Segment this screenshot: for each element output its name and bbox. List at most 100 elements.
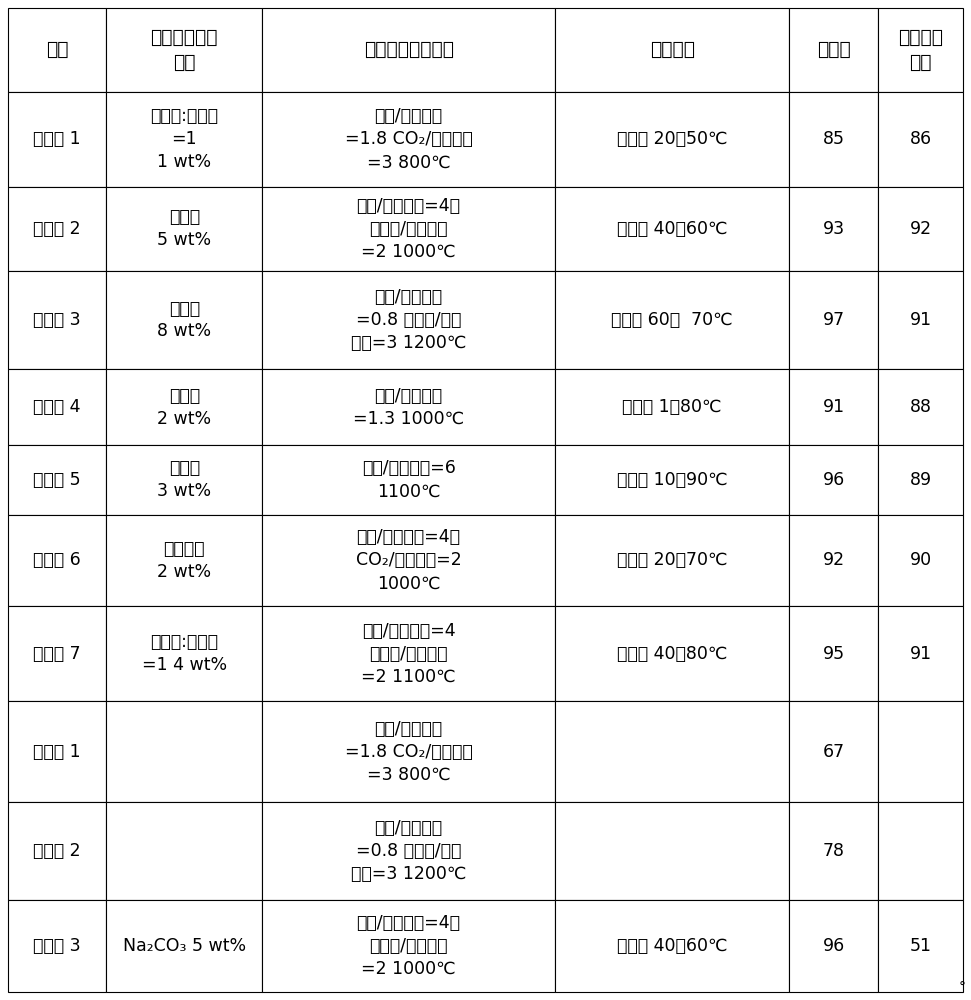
Bar (262, 92, 555, 187)
Text: 铝酸钾
8 wt%: 铝酸钾 8 wt% (157, 300, 212, 340)
Bar (8, 606, 107, 701)
Text: 67: 67 (822, 743, 845, 761)
Text: 实施例 6: 实施例 6 (33, 551, 81, 569)
Text: 93: 93 (822, 220, 845, 238)
Bar (8, 92, 107, 187)
Bar (878, 515, 963, 606)
Bar (878, 271, 963, 369)
Bar (878, 187, 963, 271)
Bar (555, 701, 789, 802)
Text: 氧气/城市垃圾
=0.8 水蒸汽/城市
垃圾=3 1200℃: 氧气/城市垃圾 =0.8 水蒸汽/城市 垃圾=3 1200℃ (351, 819, 466, 883)
Text: 对比例 3: 对比例 3 (33, 937, 81, 955)
Bar (262, 802, 555, 900)
Text: 浸取条件: 浸取条件 (650, 40, 694, 59)
Bar (789, 369, 878, 445)
Bar (789, 900, 878, 992)
Text: °: ° (959, 981, 966, 995)
Bar (789, 445, 878, 515)
Bar (789, 8, 878, 92)
Bar (555, 802, 789, 900)
Bar (107, 445, 262, 515)
Text: 液固比 1，80℃: 液固比 1，80℃ (622, 398, 722, 416)
Bar (8, 187, 107, 271)
Bar (789, 515, 878, 606)
Bar (878, 701, 963, 802)
Bar (107, 802, 262, 900)
Bar (878, 606, 963, 701)
Text: 液固比 40，60℃: 液固比 40，60℃ (617, 937, 727, 955)
Bar (262, 900, 555, 992)
Text: 硅酸钾
2 wt%: 硅酸钾 2 wt% (157, 387, 212, 428)
Text: 类别: 类别 (46, 40, 68, 59)
Bar (8, 8, 107, 92)
Text: 转化率: 转化率 (817, 40, 851, 59)
Bar (8, 515, 107, 606)
Bar (789, 271, 878, 369)
Text: 91: 91 (910, 645, 931, 663)
Text: 空气/城市垃圾=6
1100℃: 空气/城市垃圾=6 1100℃ (361, 459, 455, 500)
Text: 硅酸钠:硅酸钾
=1 4 wt%: 硅酸钠:硅酸钾 =1 4 wt% (142, 633, 227, 674)
Text: 铝酸钠
5 wt%: 铝酸钠 5 wt% (157, 208, 212, 249)
Bar (107, 187, 262, 271)
Text: 氧气/城市垃圾
=0.8 水蒸汽/城市
垃圾=3 1200℃: 氧气/城市垃圾 =0.8 水蒸汽/城市 垃圾=3 1200℃ (351, 288, 466, 352)
Text: 96: 96 (822, 471, 845, 489)
Bar (555, 8, 789, 92)
Bar (789, 802, 878, 900)
Bar (8, 701, 107, 802)
Text: 86: 86 (910, 130, 931, 148)
Text: 液固比 10，90℃: 液固比 10，90℃ (617, 471, 727, 489)
Text: 气化剂用量与温度: 气化剂用量与温度 (363, 40, 453, 59)
Text: 实施例 7: 实施例 7 (33, 645, 81, 663)
Bar (878, 92, 963, 187)
Text: 空气/城市垃圾=4，
水蒸汽/城市垃圾
=2 1000℃: 空气/城市垃圾=4， 水蒸汽/城市垃圾 =2 1000℃ (356, 197, 460, 261)
Text: 催化剂回
收率: 催化剂回 收率 (898, 28, 943, 72)
Bar (8, 445, 107, 515)
Bar (262, 271, 555, 369)
Bar (8, 900, 107, 992)
Bar (8, 271, 107, 369)
Bar (878, 445, 963, 515)
Text: 92: 92 (822, 551, 845, 569)
Bar (107, 606, 262, 701)
Text: 氧气/城市垃圾
=1.3 1000℃: 氧气/城市垃圾 =1.3 1000℃ (353, 387, 464, 428)
Text: 91: 91 (822, 398, 845, 416)
Bar (8, 802, 107, 900)
Text: 空气/城市垃圾=4，
CO₂/城市垃圾=2
1000℃: 空气/城市垃圾=4， CO₂/城市垃圾=2 1000℃ (355, 528, 461, 592)
Bar (555, 187, 789, 271)
Bar (555, 606, 789, 701)
Text: 液固比 40，80℃: 液固比 40，80℃ (617, 645, 727, 663)
Text: 实施例 4: 实施例 4 (33, 398, 81, 416)
Bar (107, 8, 262, 92)
Bar (107, 369, 262, 445)
Bar (555, 515, 789, 606)
Text: 实施例 5: 实施例 5 (33, 471, 81, 489)
Text: 91: 91 (910, 311, 931, 329)
Bar (8, 369, 107, 445)
Bar (878, 802, 963, 900)
Text: 92: 92 (910, 220, 931, 238)
Text: 偏铝酸钠
2 wt%: 偏铝酸钠 2 wt% (157, 540, 212, 581)
Bar (789, 606, 878, 701)
Text: 空气/城市垃圾=4
水蒸汽/城市垃圾
=2 1100℃: 空气/城市垃圾=4 水蒸汽/城市垃圾 =2 1100℃ (361, 622, 456, 686)
Text: 78: 78 (822, 842, 845, 860)
Text: 实施例 2: 实施例 2 (33, 220, 81, 238)
Bar (262, 701, 555, 802)
Bar (878, 369, 963, 445)
Bar (878, 900, 963, 992)
Text: 液固比 20，50℃: 液固比 20，50℃ (617, 130, 727, 148)
Text: 硅酸钠
3 wt%: 硅酸钠 3 wt% (157, 459, 212, 500)
Bar (262, 8, 555, 92)
Text: 90: 90 (910, 551, 931, 569)
Text: 89: 89 (910, 471, 931, 489)
Bar (555, 445, 789, 515)
Bar (262, 606, 555, 701)
Bar (107, 271, 262, 369)
Bar (262, 369, 555, 445)
Text: 空气/城市垃圾
=1.8 CO₂/城市垃圾
=3 800℃: 空气/城市垃圾 =1.8 CO₂/城市垃圾 =3 800℃ (345, 107, 473, 171)
Text: 液固比 40，60℃: 液固比 40，60℃ (617, 220, 727, 238)
Text: 液固比 60，  70℃: 液固比 60， 70℃ (612, 311, 733, 329)
Bar (107, 92, 262, 187)
Bar (789, 187, 878, 271)
Bar (107, 515, 262, 606)
Bar (262, 187, 555, 271)
